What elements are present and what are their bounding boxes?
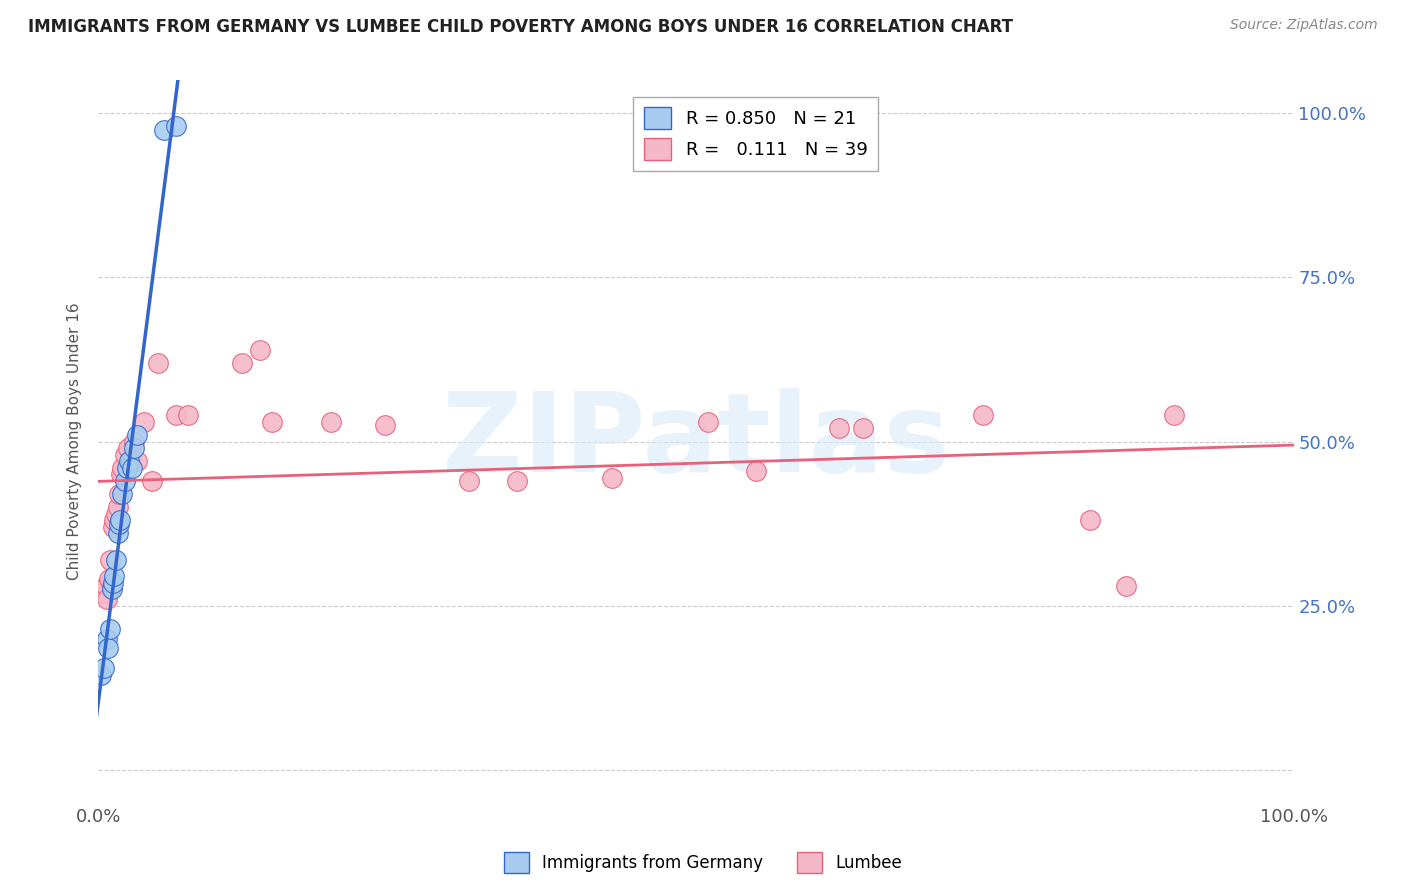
Point (148, 356, 170, 370)
Point (111, 487, 134, 501)
Text: Source: ZipAtlas.com: Source: ZipAtlas.com (1230, 18, 1378, 32)
Point (114, 448, 136, 462)
Point (141, 474, 163, 488)
Point (153, 122, 176, 136)
Point (100, 579, 122, 593)
Point (972, 409, 994, 423)
Point (107, 500, 129, 515)
Point (121, 460, 143, 475)
Point (98, 553, 122, 567)
Point (90, 667, 112, 681)
Point (125, 428, 148, 442)
Point (103, 569, 125, 583)
Point (108, 513, 131, 527)
Point (107, 526, 129, 541)
Point (115, 460, 138, 475)
Point (745, 464, 768, 478)
Point (125, 454, 148, 468)
Point (98, 622, 122, 636)
Point (1080, 513, 1102, 527)
Point (506, 474, 529, 488)
Point (94, 579, 117, 593)
Point (97, 641, 120, 656)
Point (101, 520, 124, 534)
Point (165, 120, 187, 134)
Legend: Immigrants from Germany, Lumbee: Immigrants from Germany, Lumbee (498, 846, 908, 880)
Point (458, 474, 481, 488)
Point (110, 467, 132, 482)
Point (321, 415, 343, 429)
Point (107, 487, 129, 501)
Point (1115, 579, 1137, 593)
Point (105, 553, 128, 567)
Point (118, 454, 141, 468)
Point (165, 409, 187, 423)
Point (91, 585, 114, 599)
Point (852, 421, 875, 435)
Point (697, 415, 720, 429)
Point (103, 513, 125, 527)
Point (124, 441, 146, 455)
Point (260, 415, 283, 429)
Point (124, 434, 146, 449)
Point (98, 573, 121, 587)
Legend: R = 0.850   N = 21, R =   0.111   N = 39: R = 0.850 N = 21, R = 0.111 N = 39 (633, 96, 879, 171)
Point (177, 409, 200, 423)
Point (96, 592, 118, 607)
Point (828, 421, 851, 435)
Y-axis label: Child Poverty Among Boys Under 16: Child Poverty Among Boys Under 16 (67, 302, 83, 581)
Point (602, 471, 624, 485)
Point (105, 507, 128, 521)
Point (96, 632, 118, 646)
Point (117, 441, 139, 455)
Text: ZIPatlas: ZIPatlas (441, 388, 950, 495)
Point (374, 418, 396, 433)
Point (249, 343, 271, 357)
Point (231, 356, 253, 370)
Point (132, 415, 155, 429)
Point (1163, 409, 1185, 423)
Point (107, 516, 129, 531)
Point (100, 582, 122, 597)
Point (120, 454, 142, 468)
Point (114, 474, 136, 488)
Point (111, 460, 134, 475)
Text: IMMIGRANTS FROM GERMANY VS LUMBEE CHILD POVERTY AMONG BOYS UNDER 16 CORRELATION : IMMIGRANTS FROM GERMANY VS LUMBEE CHILD … (28, 18, 1014, 36)
Point (93, 661, 115, 675)
Point (101, 575, 124, 590)
